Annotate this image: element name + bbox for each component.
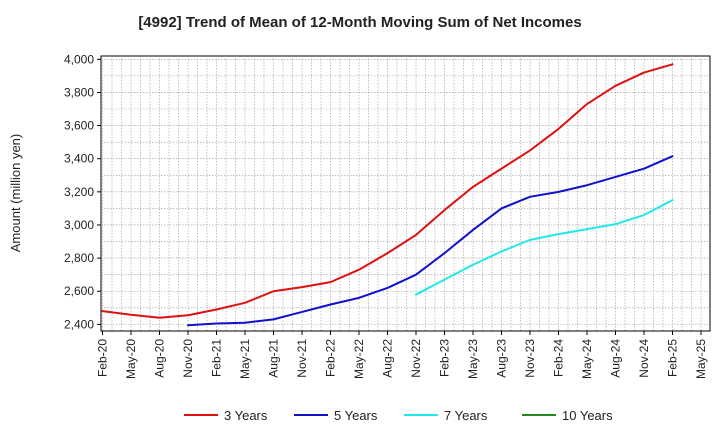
x-tick-label: Nov-23 [523, 339, 537, 378]
x-tick-label: Nov-24 [637, 339, 651, 378]
x-tick-label: Feb-24 [552, 339, 566, 377]
y-tick-label: 3,000 [64, 218, 94, 232]
series-line-7-years [415, 199, 674, 296]
x-axis-ticks: Feb-20 May-20 Aug-20 Nov-20 Feb-21 May-21 Aug-… [96, 331, 708, 379]
x-tick-label: Nov-20 [181, 339, 195, 378]
y-tick-label: 2,600 [64, 284, 94, 298]
y-tick-label: 3,200 [64, 185, 94, 199]
x-tick-label: Feb-20 [96, 339, 110, 377]
y-tick-label: 2,800 [64, 251, 94, 265]
x-tick-label: May-24 [580, 339, 594, 379]
y-tick-label: 3,800 [64, 85, 94, 99]
legend-label: 3 Years [224, 408, 268, 423]
x-tick-label: May-23 [466, 339, 480, 379]
x-tick-label: May-22 [352, 339, 366, 379]
legend: 3 Years 5 Years 7 Years 10 Years [184, 408, 613, 423]
chart-title: [4992] Trend of Mean of 12-Month Moving … [138, 14, 582, 31]
x-tick-label: Aug-20 [153, 339, 167, 378]
x-tick-label: Aug-21 [267, 339, 281, 378]
x-tick-label: May-21 [238, 339, 252, 379]
x-tick-label: Aug-22 [381, 339, 395, 378]
x-tick-label: Nov-21 [295, 339, 309, 378]
series-line-3-years [101, 63, 674, 319]
x-tick-label: Feb-25 [666, 339, 680, 377]
y-tick-label: 2,400 [64, 317, 94, 331]
legend-label: 7 Years [444, 408, 488, 423]
x-tick-label: Feb-23 [438, 339, 452, 377]
x-tick-label: Aug-24 [609, 339, 623, 378]
y-axis-label: Amount (million yen) [8, 134, 23, 253]
series-lines [101, 63, 674, 327]
y-tick-label: 4,000 [64, 52, 94, 66]
legend-label: 5 Years [334, 408, 378, 423]
x-tick-label: Nov-22 [409, 339, 423, 378]
x-tick-label: Aug-23 [495, 339, 509, 378]
y-tick-label: 3,600 [64, 119, 94, 133]
y-tick-label: 3,400 [64, 152, 94, 166]
grid-lines [101, 56, 710, 331]
x-tick-label: Feb-21 [210, 339, 224, 377]
y-axis-ticks: 2,400 2,600 2,800 3,000 3,200 3,400 3,600 3,800… [64, 52, 101, 331]
x-tick-label: May-20 [124, 339, 138, 379]
series-line-5-years [187, 155, 674, 327]
legend-label: 10 Years [562, 408, 613, 423]
plot-area [100, 55, 711, 332]
x-tick-label: Feb-22 [324, 339, 338, 377]
x-tick-label: May-25 [694, 339, 708, 379]
